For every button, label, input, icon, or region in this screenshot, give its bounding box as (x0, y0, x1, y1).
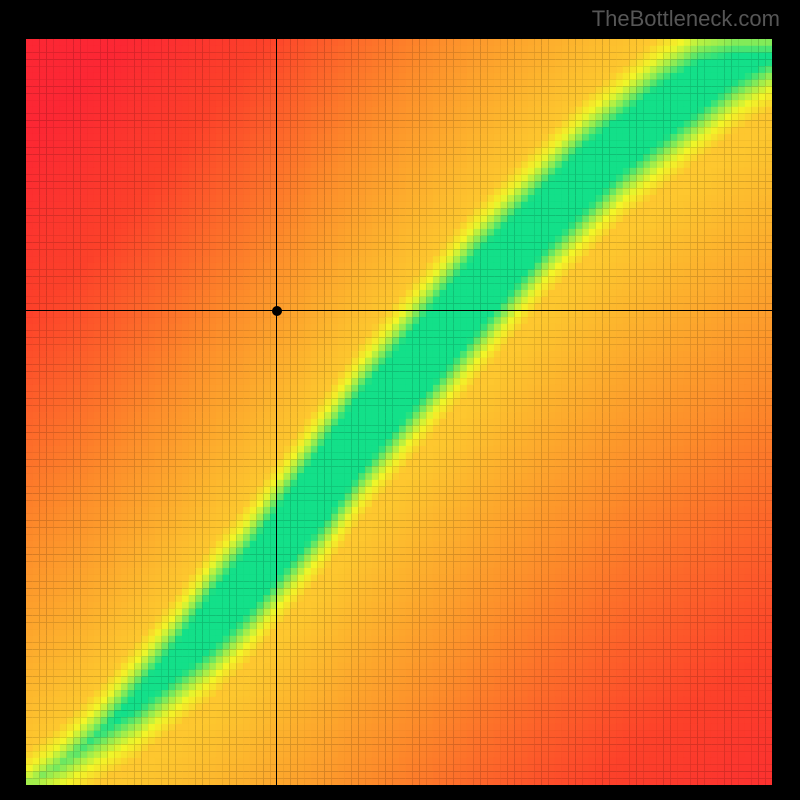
selection-marker (272, 306, 282, 316)
heatmap-canvas (26, 39, 772, 785)
crosshair-horizontal (26, 310, 772, 311)
heatmap-plot (26, 39, 772, 785)
crosshair-vertical (276, 39, 277, 785)
watermark-text: TheBottleneck.com (592, 6, 780, 32)
